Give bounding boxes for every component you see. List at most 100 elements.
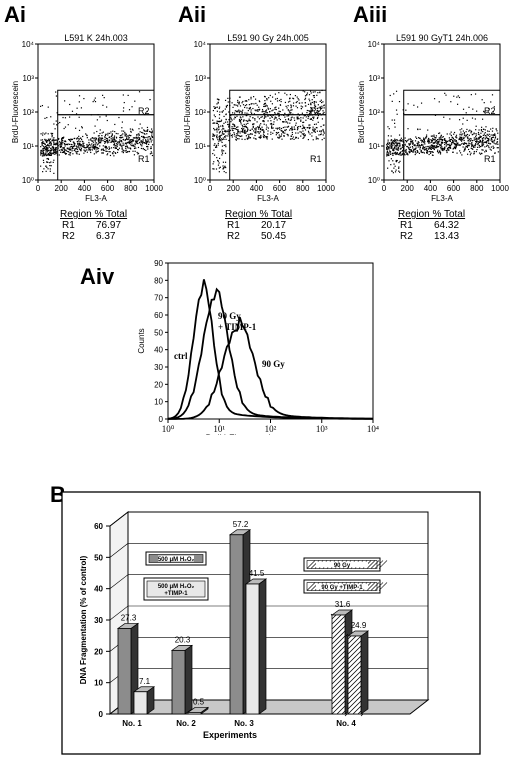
scatter-events — [40, 91, 154, 174]
histogram-label-90gy: 90 Gy — [262, 359, 285, 369]
scatter-x-tick-label: 800 — [470, 184, 484, 193]
scatter-panel-aiii: L591 90 GyT1 24h.006 10⁰ 10¹ 10² 10³ 10⁴ 0 200 4… — [357, 33, 509, 203]
histogram-y-tick-label: 70 — [154, 294, 163, 303]
chart-category-label: No. 3 — [234, 719, 254, 728]
scatter-y-tick-label: 10³ — [194, 74, 206, 83]
panel-label-aiv: Aiv — [80, 264, 115, 289]
chart-y-tick-label: 60 — [94, 522, 103, 531]
chart-gridline — [109, 605, 428, 621]
histogram-x-tick-label: 10⁰ — [162, 424, 175, 434]
scatter-y-tick-label: 10² — [368, 108, 380, 117]
region-row: R2 6.37 — [62, 231, 116, 242]
panel-label-ai: Ai — [4, 2, 26, 27]
scatter-x-tick-label: 600 — [447, 184, 461, 193]
bar-h2o2-timp1-2 — [186, 706, 210, 715]
scatter-y-tick-label: 10¹ — [22, 142, 34, 151]
scatter-y-tick-label: 10⁰ — [22, 176, 34, 185]
scatter-x-tick-label: 400 — [250, 184, 264, 193]
histogram-curve-90gy — [168, 316, 373, 420]
bar-data-label: 24.9 — [351, 621, 367, 630]
legend-text: +TIMP-1 — [164, 591, 188, 597]
chart-gridline — [109, 511, 428, 527]
scatter-y-tick-label: 10³ — [368, 74, 380, 83]
scatter-panel-aii: L591 90 Gy 24h.005 10⁰ 10¹ 10² 10³ 10⁴ 0 200 400… — [183, 33, 335, 203]
gate-r1 — [403, 114, 501, 181]
brdu-histogram: 0 10 20 30 40 50 60 70 80 90 10⁰ 10¹ 10² 10³ 10⁴ BrdU-F… — [137, 259, 379, 435]
scatter-x-tick-label: 0 — [36, 184, 41, 193]
scatter-x-tick-label: 1000 — [491, 184, 509, 193]
chart-category-label: No. 2 — [176, 719, 196, 728]
scatter-y-tick-label: 10¹ — [194, 142, 206, 151]
scatter-y-axis-label: BrdU-Fluorescein — [183, 81, 192, 143]
chart-x-axis-label: Experiments — [203, 730, 257, 740]
scatter-x-tick-label: 0 — [382, 184, 387, 193]
dna-fragmentation-bar-chart: 0 10 20 30 40 50 60 DNA Fragmentation (% of con… — [61, 491, 481, 755]
scatter-y-tick-label: 10¹ — [368, 142, 380, 151]
scatter-x-tick-label: 1000 — [145, 184, 163, 193]
region-row: R1 76.97 — [62, 220, 122, 231]
gate-label-r1: R1 — [138, 154, 150, 164]
scatter-title: L591 90 GyT1 24h.006 — [396, 33, 488, 43]
scatter-x-tick-label: 400 — [424, 184, 438, 193]
histogram-x-tick-label: 10² — [265, 424, 277, 434]
bar-data-label: 20.3 — [175, 635, 191, 644]
chart-y-tick-label: 50 — [94, 553, 103, 562]
legend-90gy: 90 Gy — [303, 557, 388, 572]
scatter-y-axis-label: BrdU-Fluorescein — [357, 81, 366, 143]
scatter-frame — [37, 43, 155, 181]
scatter-y-tick-label: 10⁴ — [22, 40, 35, 49]
bar-side — [360, 630, 369, 715]
scatter-x-tick-label: 0 — [208, 184, 213, 193]
histogram-y-tick-label: 40 — [154, 346, 163, 355]
gate-label-r1: R1 — [310, 154, 322, 164]
chart-y-tick-label: 0 — [99, 710, 104, 719]
histogram-label-90gy-timp1-line1: 90 Gy — [218, 311, 241, 321]
gate-label-r2: R2 — [310, 106, 322, 116]
scatter-frame — [383, 43, 501, 181]
bar-side — [184, 644, 193, 715]
histogram-y-tick-label: 80 — [154, 276, 163, 285]
scatter-events — [212, 89, 325, 174]
scatter-x-tick-label: 200 — [401, 184, 415, 193]
chart-y-axis-label: DNA Fragmentation (% of control) — [79, 555, 88, 684]
region-table-aiii: Region % Total R1 64.32 R2 13.43 — [398, 209, 465, 242]
region-table-header: Region % Total — [225, 209, 293, 220]
region-table-ai: Region % Total R1 76.97 R2 6.37 — [60, 209, 127, 242]
legend-h2o2-timp1: 500 μM H₂O₂+TIMP-1 — [143, 577, 209, 601]
histogram-curve-90gy-timp1 — [167, 287, 373, 420]
region-row: R1 64.32 — [400, 220, 460, 231]
scatter-y-tick-label: 10³ — [22, 74, 34, 83]
scatter-panel-ai: L591 K 24h.003 10⁰ 10¹ 10² 10³ 10⁴ 0 200 400 600 8… — [11, 33, 163, 203]
scatter-x-axis-label: FL3-A — [431, 194, 453, 203]
bar-h2o2-timp1-1 — [132, 686, 156, 715]
scatter-x-tick-label: 1000 — [317, 184, 335, 193]
region-row: R1 20.17 — [227, 220, 287, 231]
chart-floor — [108, 699, 430, 715]
bar-face — [133, 691, 148, 715]
legend-90gy-timp1: 90 Gy +TIMP-1 — [303, 579, 388, 594]
histogram-y-tick-label: 50 — [154, 328, 163, 337]
legend-h2o2: 500 μM H₂O₂ — [145, 551, 207, 566]
bar-h2o2-2 — [170, 644, 194, 715]
chart-category-label: No. 1 — [122, 719, 142, 728]
region-row: R2 13.43 — [400, 231, 460, 242]
scatter-y-tick-label: 10² — [22, 108, 34, 117]
panel-label-aii: Aii — [178, 2, 207, 27]
scatter-title: L591 K 24h.003 — [64, 33, 128, 43]
scatter-x-tick-label: 600 — [273, 184, 287, 193]
scatter-y-tick-label: 10⁴ — [368, 40, 381, 49]
bar-face — [117, 628, 132, 715]
scatter-x-tick-label: 200 — [55, 184, 69, 193]
histogram-label-90gy-timp1-line2: + TIMP-1 — [218, 322, 257, 332]
legend-text: 500 μM H₂O₂ — [158, 584, 195, 590]
legend-swatch — [146, 580, 206, 598]
chart-y-tick-label: 30 — [94, 616, 103, 625]
bar-data-label: 7.1 — [139, 677, 151, 686]
bar-data-label: 27.3 — [121, 613, 137, 622]
gate-r1 — [229, 114, 327, 181]
scatter-x-tick-label: 600 — [101, 184, 115, 193]
histogram-curve-ctrl — [167, 279, 374, 420]
histogram-y-tick-label: 0 — [159, 415, 164, 424]
scatter-frame — [209, 43, 327, 181]
chart-gridline — [109, 543, 428, 558]
